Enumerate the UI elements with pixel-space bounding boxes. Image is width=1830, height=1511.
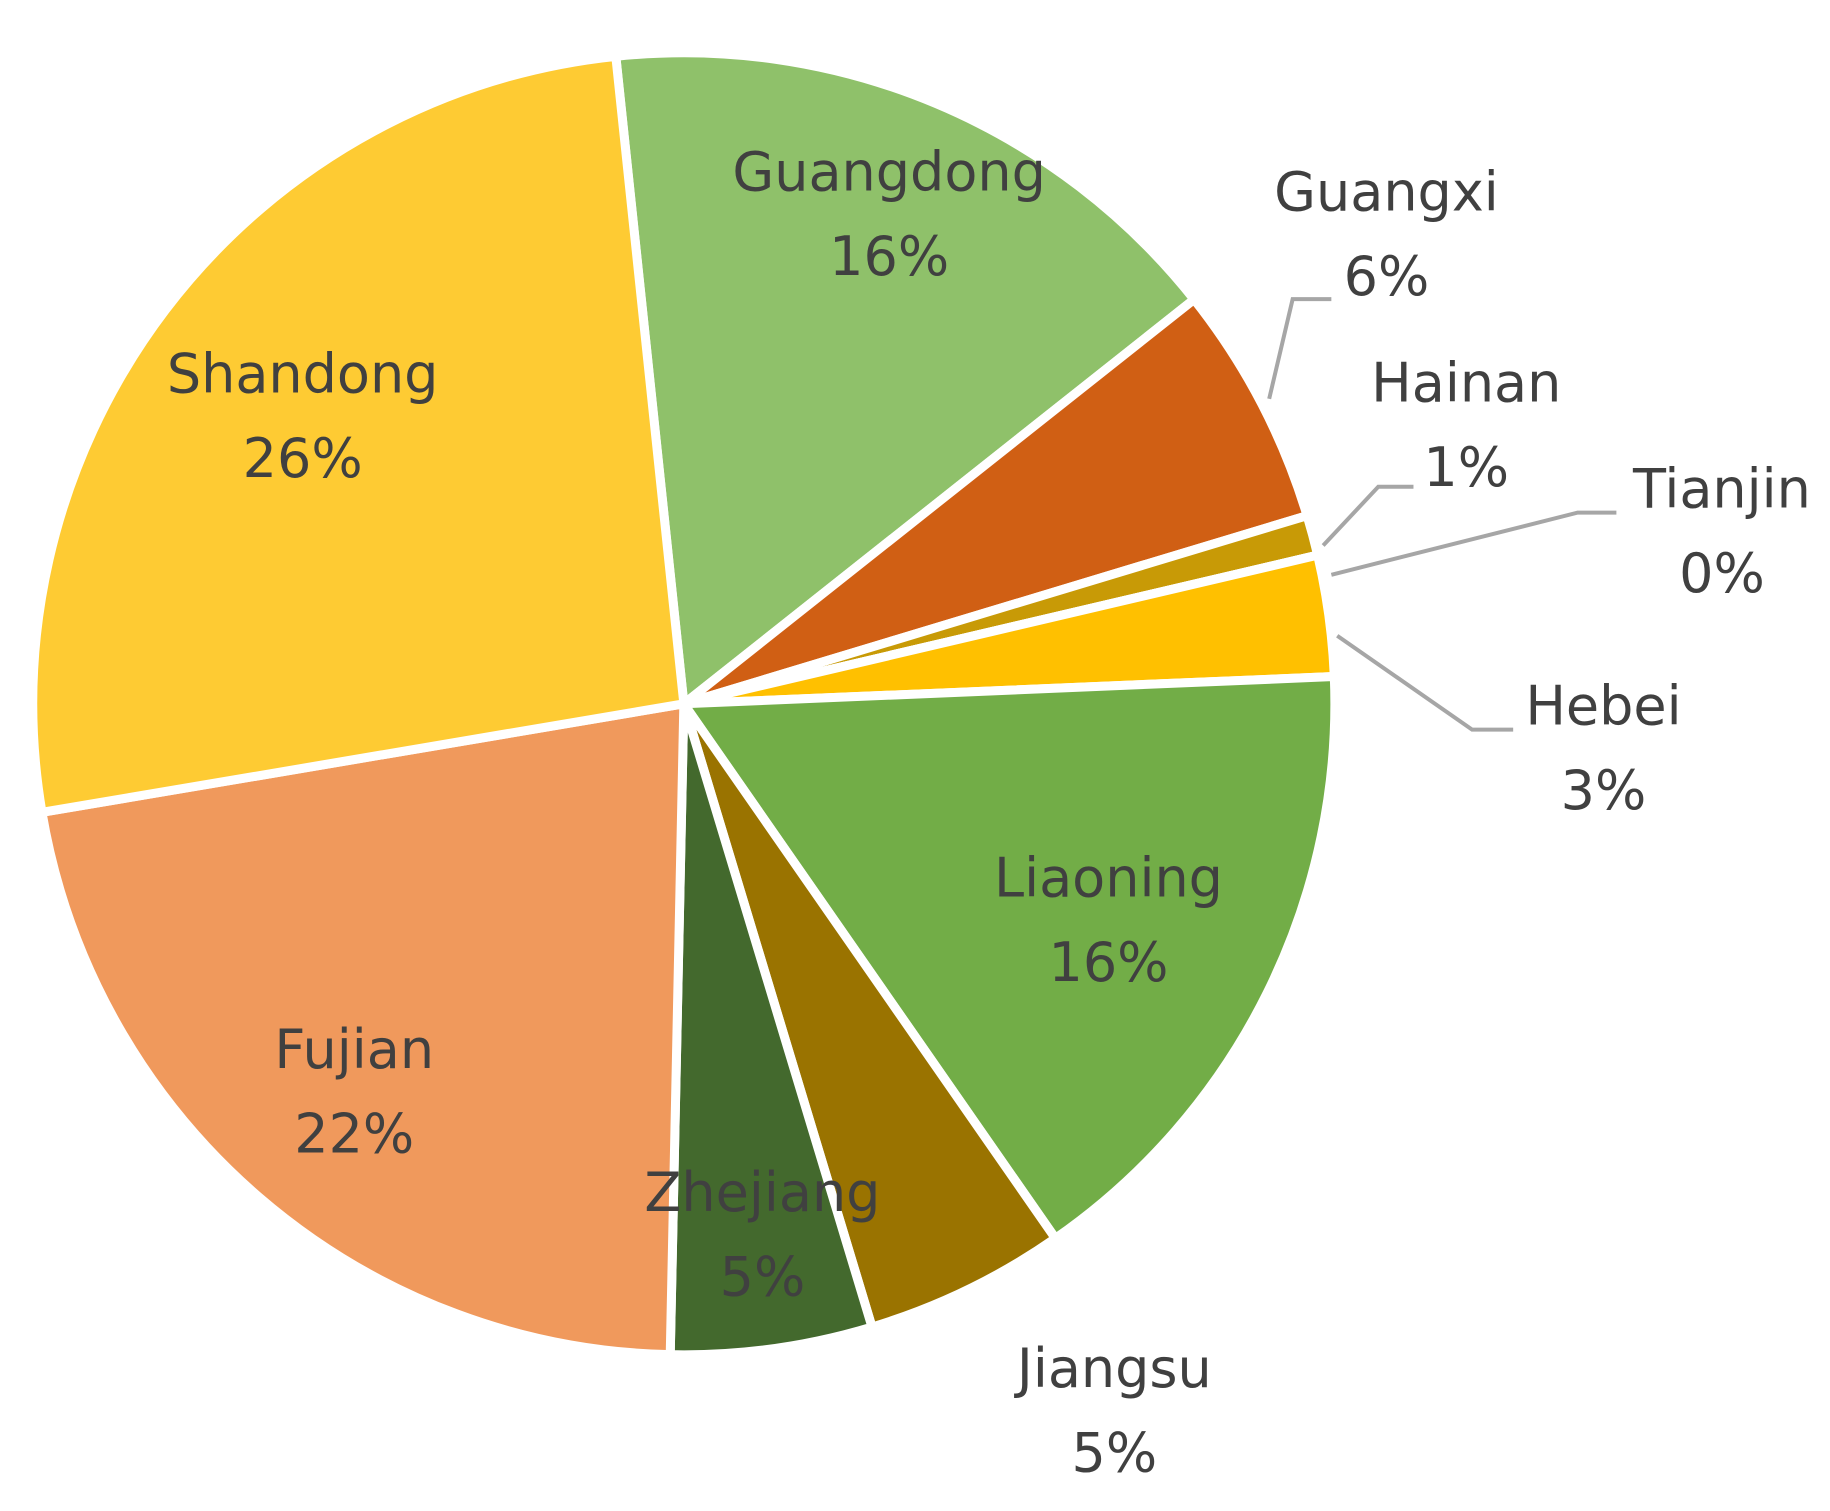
data-label-name: Hebei (1525, 674, 1681, 737)
data-label-value: 5% (1072, 1422, 1158, 1485)
pie-slice (37, 699, 689, 1360)
data-label-value: 0% (1679, 542, 1765, 605)
data-label-value: 22% (294, 1102, 414, 1165)
pie-slice (28, 51, 689, 817)
data-label-value: 26% (243, 427, 363, 490)
data-label-name: Zhejiang (644, 1161, 880, 1224)
pie-slice (611, 48, 1199, 709)
data-label-name: Liaoning (994, 847, 1223, 910)
leader-line (1321, 484, 1414, 547)
leader-line (1336, 634, 1514, 732)
pie-slice (665, 699, 877, 1360)
pie-slice (679, 699, 1060, 1332)
data-label-name: Hainan (1371, 352, 1561, 415)
data-label-value: 16% (1048, 931, 1168, 994)
data-label-value: 1% (1423, 436, 1509, 499)
data-label-value: 5% (720, 1246, 806, 1309)
data-label-name: Shandong (167, 342, 439, 405)
data-label-value: 3% (1561, 759, 1647, 822)
leader-line (1330, 510, 1617, 577)
data-label-name: Tianjin (1632, 457, 1811, 520)
data-label-name: Fujian (274, 1018, 434, 1081)
data-label-name: Guangxi (1274, 161, 1499, 224)
pie-slice (679, 294, 1312, 709)
pie-slice (679, 672, 1340, 1243)
data-label-value: 6% (1344, 245, 1430, 308)
leader-line (1267, 297, 1332, 400)
data-label-name: Guangdong (732, 141, 1045, 204)
data-label-value: 16% (829, 225, 949, 288)
data-label-name: Jiangsu (1014, 1337, 1212, 1400)
